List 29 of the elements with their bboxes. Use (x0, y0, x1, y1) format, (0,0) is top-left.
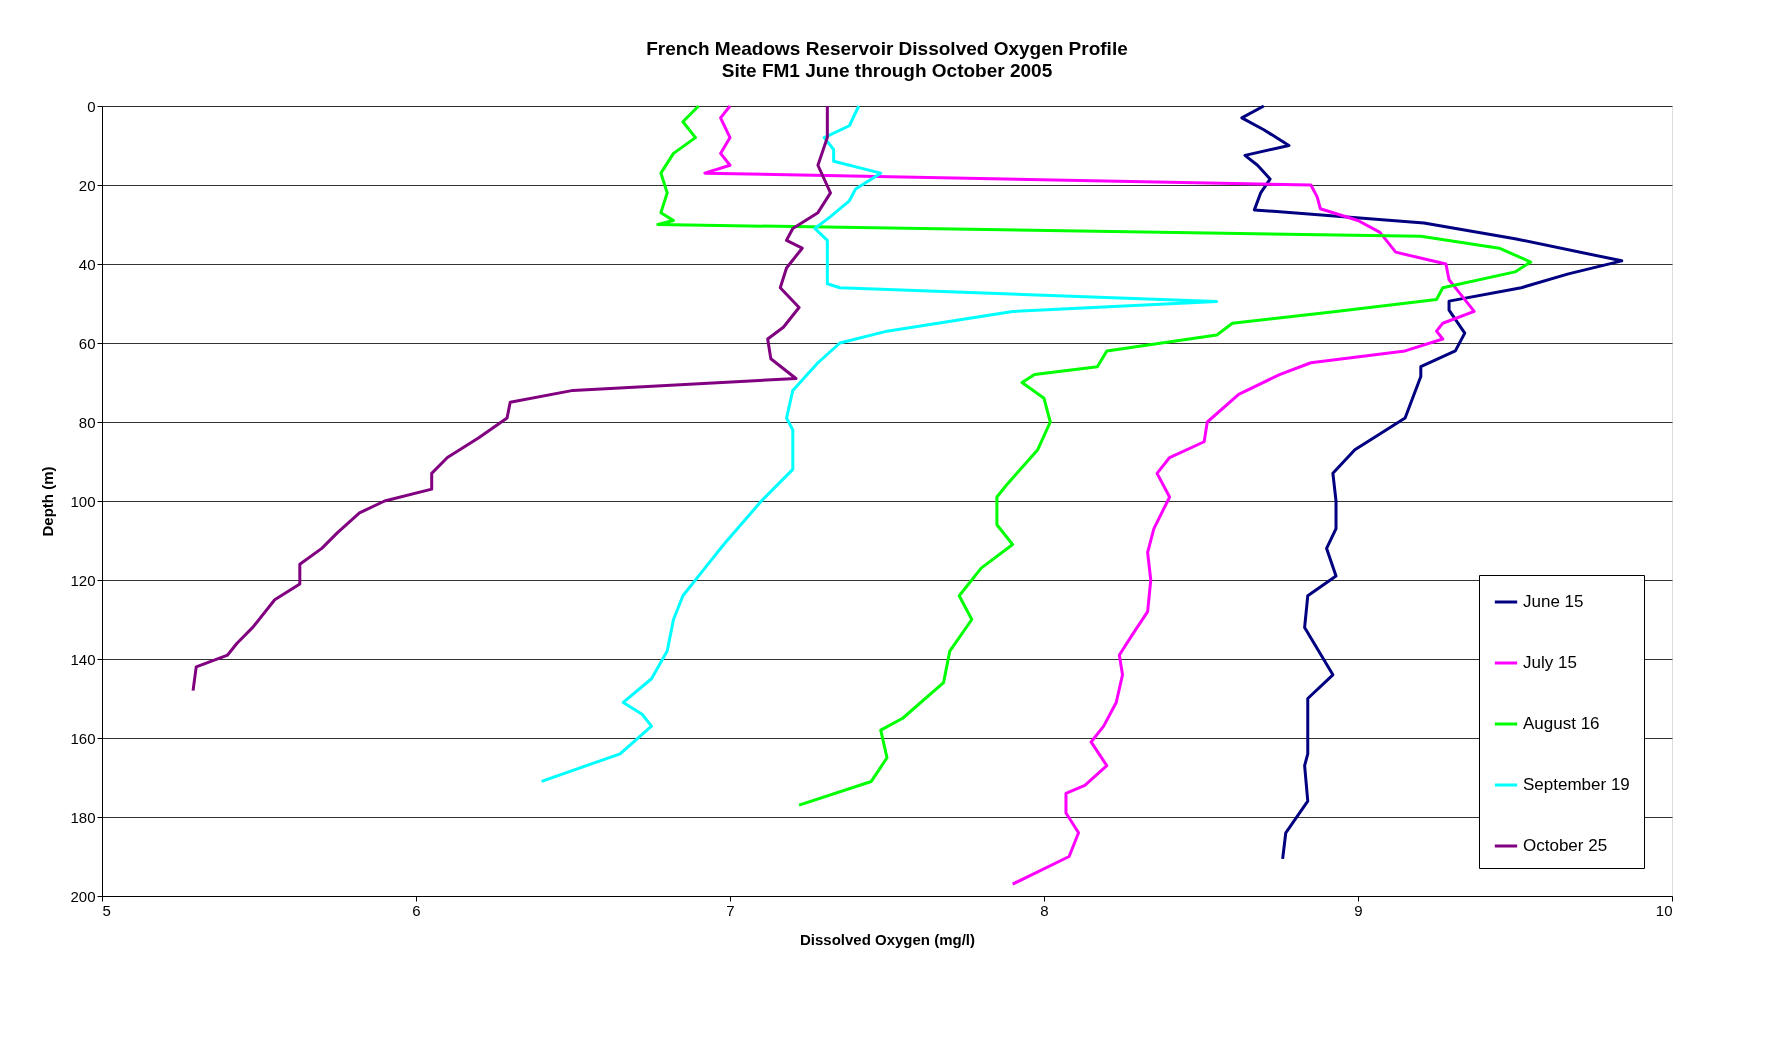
legend-label: September 19 (1523, 775, 1630, 794)
line-series (703, 104, 1476, 886)
legend-label: August 16 (1523, 714, 1600, 733)
y-tick-label: 200 (70, 887, 96, 905)
y-tick-label: 120 (70, 571, 96, 589)
x-tick-label: 10 (1655, 901, 1673, 919)
y-tick-label: 60 (78, 334, 96, 352)
y-tick-label: 40 (78, 255, 96, 273)
x-tick-label: 9 (1354, 901, 1363, 919)
y-tick-label: 80 (78, 413, 96, 431)
y-tick-label: 20 (78, 176, 96, 194)
chart-title: French Meadows Reservoir Dissolved Oxygen Profile (646, 38, 1128, 59)
x-axis-title: Dissolved Oxygen (mg/l) (799, 930, 976, 948)
legend-label: October 25 (1523, 836, 1608, 855)
legend-label: July 15 (1523, 653, 1577, 672)
x-tick-label: 5 (102, 901, 111, 919)
x-tick-label: 6 (412, 901, 421, 919)
chart-subtitle: Site FM1 June through October 2005 (721, 60, 1053, 81)
legend-label: June 15 (1523, 592, 1584, 611)
y-tick-label: 180 (70, 808, 96, 826)
y-axis-title: Depth (m) (39, 466, 57, 537)
y-tick-label: 140 (70, 650, 96, 668)
x-tick-label: 7 (726, 901, 735, 919)
y-tick-label: 160 (70, 729, 96, 747)
x-tick-label: 8 (1040, 901, 1049, 919)
y-tick-label: 0 (87, 97, 96, 115)
line-series (540, 104, 1219, 783)
line-series (191, 104, 832, 693)
y-tick-label: 100 (70, 492, 96, 510)
